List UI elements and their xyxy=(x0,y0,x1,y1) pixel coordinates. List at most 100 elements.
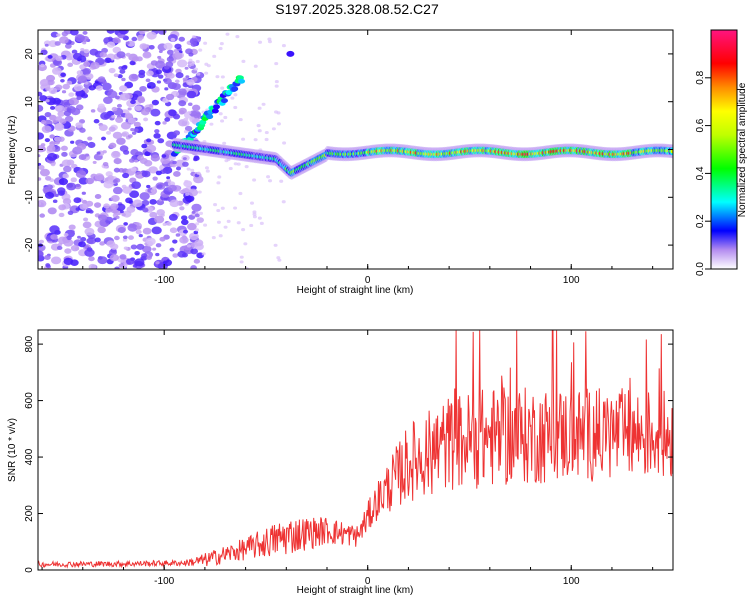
noise-blob xyxy=(128,107,132,110)
noise-blob xyxy=(108,175,114,180)
noise-blob xyxy=(50,234,58,240)
noise-blob xyxy=(141,109,150,116)
y-tick-label: 0 xyxy=(24,567,35,573)
colorbar-label: Normalized spectral amplitude xyxy=(737,82,748,217)
noise-blob xyxy=(179,236,189,243)
noise-blob xyxy=(128,235,134,240)
x-tick-label: 100 xyxy=(563,576,580,587)
noise-blob xyxy=(120,93,130,101)
y-tick-label: 800 xyxy=(24,335,35,352)
snr-x-label: Height of straight line (km) xyxy=(297,585,414,596)
noise-blob xyxy=(131,244,137,249)
noise-blob xyxy=(143,51,151,57)
noise-blob xyxy=(174,44,181,50)
noise-blob xyxy=(93,161,97,164)
noise-blob xyxy=(164,87,168,90)
noise-blob xyxy=(123,222,128,226)
noise-blob xyxy=(99,124,108,131)
noise-blob xyxy=(170,227,177,233)
noise-blob xyxy=(157,56,161,59)
colorbar-tick-label: 0.6 xyxy=(695,118,706,132)
noise-blob xyxy=(66,56,72,61)
noise-blob xyxy=(128,134,133,138)
noise-blob xyxy=(146,32,156,40)
noise-blob xyxy=(169,248,174,252)
noise-blob xyxy=(229,167,233,170)
noise-blob xyxy=(192,105,200,111)
noise-blob xyxy=(166,176,170,179)
noise-blob xyxy=(190,248,198,254)
noise-blob xyxy=(166,179,171,183)
noise-blob xyxy=(139,234,143,237)
x-tick-label: -100 xyxy=(154,576,174,587)
noise-blob xyxy=(136,230,142,235)
noise-blob xyxy=(134,160,138,163)
noise-blob xyxy=(123,150,129,155)
noise-blob xyxy=(111,195,120,202)
noise-blob xyxy=(113,37,121,43)
noise-blob xyxy=(195,228,199,231)
colorbar-tick-label: 0.4 xyxy=(695,166,706,180)
noise-blob xyxy=(190,169,194,172)
noise-blob xyxy=(239,118,243,121)
noise-blob xyxy=(52,67,62,75)
noise-blob xyxy=(179,37,185,42)
y-tick-label: 200 xyxy=(24,505,35,522)
noise-blob xyxy=(258,129,262,132)
noise-blob xyxy=(45,44,49,47)
noise-blob xyxy=(221,75,225,78)
noise-blob xyxy=(162,121,166,124)
noise-blob xyxy=(257,124,261,127)
noise-blob xyxy=(219,234,223,237)
noise-blob xyxy=(191,42,197,47)
ridge-blob xyxy=(221,98,228,103)
noise-blob xyxy=(94,202,101,208)
noise-blob xyxy=(104,58,111,64)
noise-blob xyxy=(152,100,159,106)
noise-blob xyxy=(77,143,86,150)
noise-blob xyxy=(140,158,148,164)
noise-blob xyxy=(56,33,60,36)
noise-blob xyxy=(103,162,109,166)
noise-blob xyxy=(77,236,81,239)
noise-blob xyxy=(212,55,216,58)
noise-blob xyxy=(163,257,168,261)
noise-blob xyxy=(73,53,82,60)
noise-blob xyxy=(117,104,122,108)
noise-blob xyxy=(241,60,245,63)
noise-blob xyxy=(60,73,66,77)
colorbar-tick-label: 0.0 xyxy=(695,262,706,276)
noise-blob xyxy=(62,173,69,178)
noise-blob xyxy=(91,109,96,113)
noise-blob xyxy=(194,259,200,264)
noise-blob xyxy=(119,27,129,35)
noise-blob xyxy=(203,224,207,227)
noise-blob xyxy=(86,178,94,185)
noise-blob xyxy=(115,216,119,219)
noise-blob xyxy=(241,138,245,141)
noise-blob xyxy=(185,67,189,70)
noise-blob xyxy=(119,69,125,74)
noise-blob xyxy=(58,236,68,244)
noise-blob xyxy=(219,47,223,50)
noise-blob xyxy=(166,222,171,226)
noise-blob xyxy=(207,64,211,67)
noise-blob xyxy=(262,103,266,106)
x-tick-label: 100 xyxy=(563,275,580,286)
noise-blob xyxy=(138,73,145,78)
noise-blob xyxy=(268,179,272,182)
noise-blob xyxy=(126,53,131,57)
noise-blob xyxy=(82,192,86,195)
noise-blob xyxy=(219,112,223,115)
noise-blob xyxy=(87,137,92,141)
noise-blob xyxy=(224,226,228,229)
noise-blob xyxy=(235,35,239,38)
noise-blob xyxy=(53,199,58,203)
noise-blob xyxy=(146,238,156,246)
noise-blob xyxy=(121,78,125,81)
noise-blob xyxy=(158,28,167,35)
noise-blob xyxy=(59,213,65,217)
noise-blob xyxy=(162,154,167,158)
noise-blob xyxy=(45,99,49,102)
noise-blob xyxy=(154,216,164,224)
